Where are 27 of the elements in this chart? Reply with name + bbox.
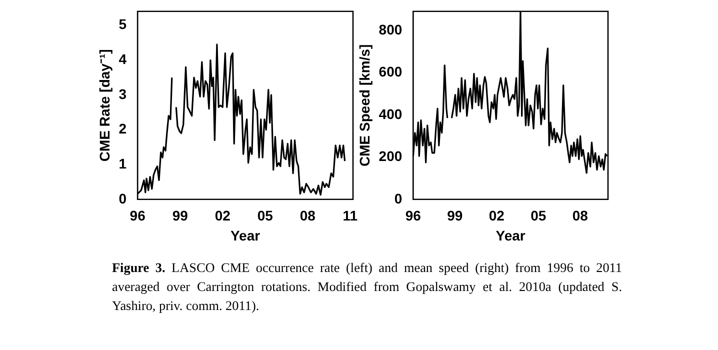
- x-axis-title: Year: [496, 227, 526, 244]
- y-tick-label: 600: [378, 64, 402, 80]
- x-tick-label: 05: [530, 208, 546, 224]
- y-axis-title: CME Speed [km/s]: [356, 44, 372, 166]
- y-tick-label: 4: [118, 51, 127, 67]
- x-tick-label: 05: [257, 208, 274, 224]
- x-tick-label: 96: [405, 208, 422, 224]
- caption: Figure 3. LASCO CME occurrence rate (left) and mean speed (right) from 1996 to 2011 averaged over Carrington rotations. Modified from Gopalswamy et al. 2010a (updated S. Yashiro, priv. comm. 2011).: [112, 259, 622, 315]
- y-tick-label: 200: [378, 148, 402, 164]
- x-tick-label: 96: [130, 208, 146, 224]
- x-tick-label: 02: [488, 208, 505, 224]
- y-tick-label: 800: [378, 21, 402, 38]
- y-axis-title: CME Rate [day⁻¹]: [96, 49, 112, 162]
- x-tick-label: 08: [300, 208, 316, 224]
- y-tick-label: 2: [118, 120, 127, 137]
- x-tick-label: 99: [172, 208, 188, 224]
- x-tick-label: 11: [342, 208, 358, 224]
- x-axis-title: Year: [230, 227, 261, 244]
- y-tick-label: 0: [394, 190, 402, 206]
- y-tick-label: 400: [378, 106, 402, 122]
- y-tick-label: 5: [118, 16, 127, 32]
- x-tick-label: 02: [214, 208, 231, 224]
- y-tick-label: 1: [118, 155, 127, 172]
- y-tick-label: 0: [118, 190, 127, 206]
- x-tick-label: 08: [572, 208, 588, 224]
- y-tick-label: 3: [118, 86, 127, 102]
- x-tick-label: 99: [447, 208, 463, 224]
